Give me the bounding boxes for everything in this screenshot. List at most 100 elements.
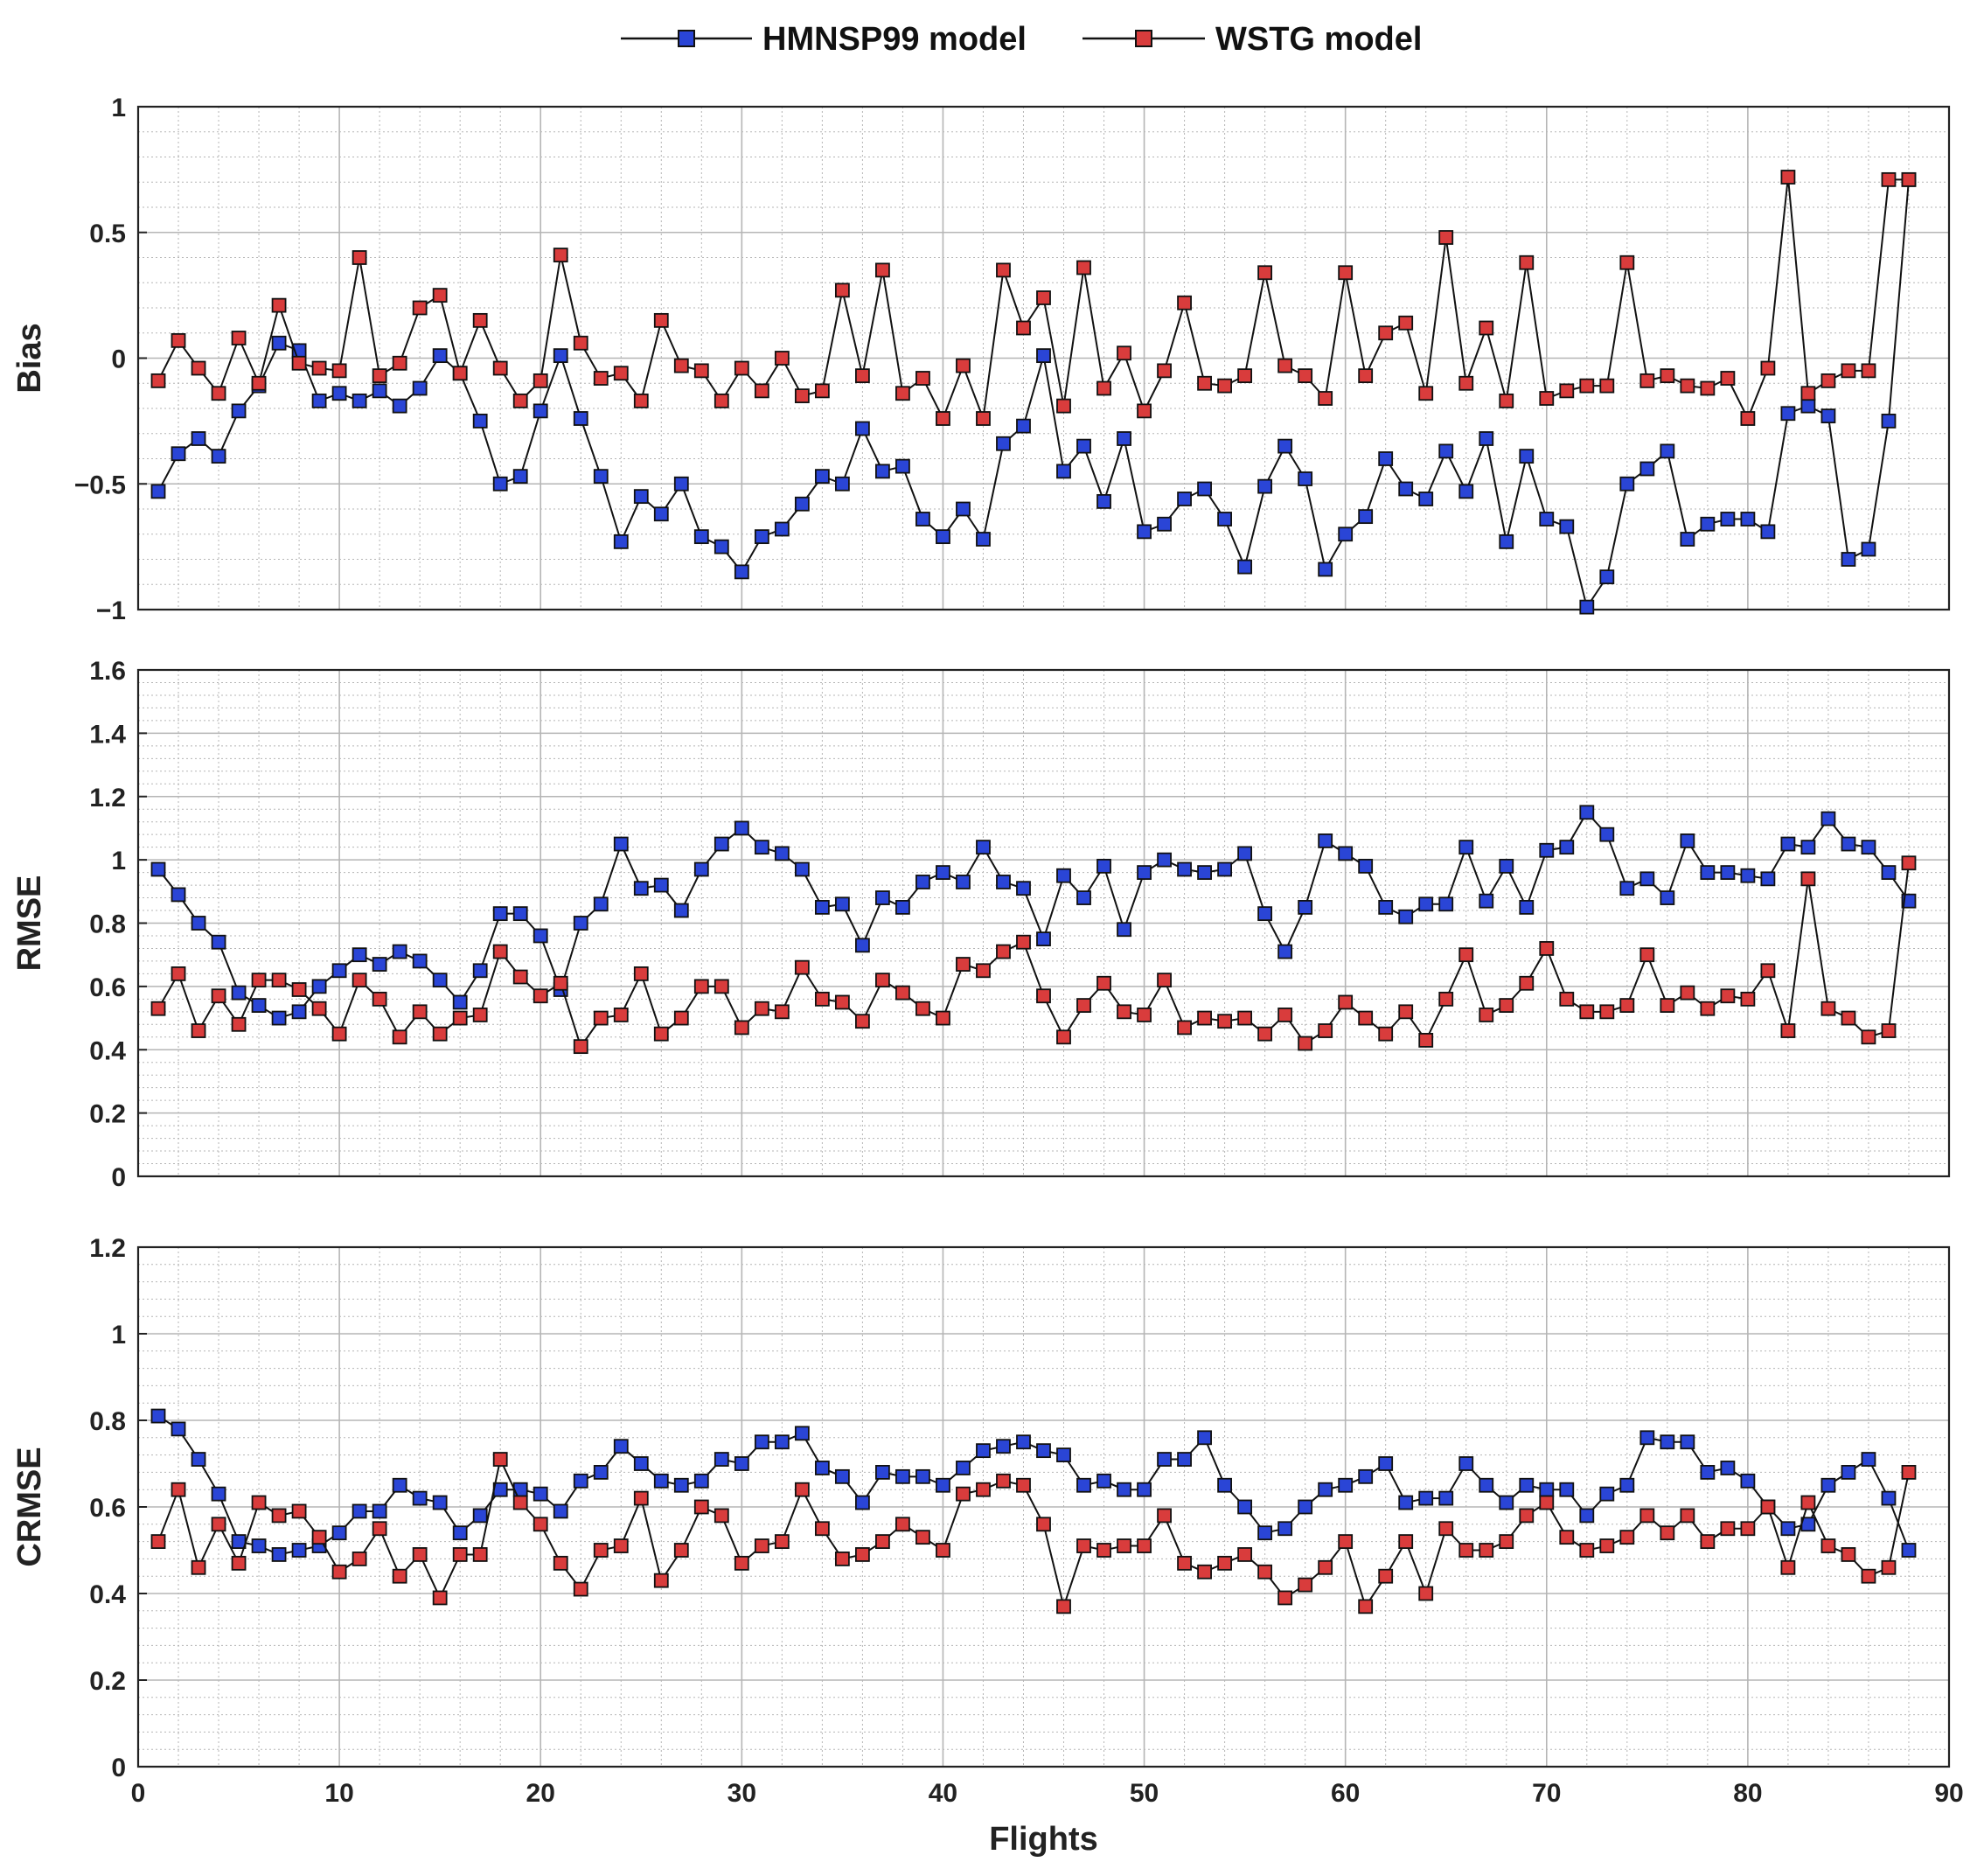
series-hmnsp99 bbox=[150, 171, 1917, 615]
data-point bbox=[814, 1521, 830, 1537]
data-point bbox=[1217, 1555, 1232, 1571]
data-point bbox=[1137, 1008, 1152, 1022]
data-point bbox=[211, 934, 226, 950]
data-point bbox=[573, 916, 588, 931]
data-point bbox=[1539, 941, 1555, 956]
data-point bbox=[653, 1026, 669, 1042]
data-point bbox=[1820, 811, 1836, 826]
data-point bbox=[1780, 1023, 1796, 1038]
data-point bbox=[976, 1443, 991, 1459]
data-point bbox=[1861, 840, 1876, 855]
data-point bbox=[956, 501, 971, 517]
data-point bbox=[271, 973, 287, 988]
data-point bbox=[372, 1503, 387, 1519]
data-point bbox=[1358, 368, 1374, 384]
data-point bbox=[814, 469, 830, 485]
y-tick-label: 0 bbox=[111, 1163, 126, 1192]
x-tick-label: 90 bbox=[1934, 1779, 1963, 1808]
data-point bbox=[1257, 478, 1273, 494]
data-point bbox=[633, 1490, 649, 1506]
data-point bbox=[331, 363, 347, 379]
data-point bbox=[1519, 1477, 1535, 1493]
data-point bbox=[1036, 348, 1051, 364]
data-point bbox=[231, 331, 247, 345]
data-point bbox=[1298, 1577, 1313, 1593]
data-point bbox=[1378, 900, 1394, 915]
data-point bbox=[794, 1426, 810, 1441]
y-tick-label: 1 bbox=[111, 1321, 126, 1349]
data-point bbox=[1438, 991, 1454, 1007]
legend-item-hmnsp99: HMNSP99 model bbox=[621, 21, 1027, 58]
series-line bbox=[157, 862, 1910, 1049]
data-point bbox=[693, 861, 709, 877]
data-point bbox=[372, 368, 387, 384]
data-point bbox=[895, 985, 910, 1001]
data-point bbox=[291, 355, 307, 371]
data-point bbox=[1559, 383, 1575, 399]
data-point bbox=[1499, 998, 1514, 1013]
data-point bbox=[895, 1517, 910, 1532]
data-point bbox=[1639, 1430, 1655, 1446]
data-point bbox=[251, 973, 267, 988]
data-point bbox=[673, 1477, 689, 1493]
data-point bbox=[1519, 975, 1535, 991]
data-point bbox=[171, 887, 186, 903]
data-point bbox=[191, 431, 206, 446]
data-point bbox=[734, 1456, 749, 1471]
data-point bbox=[1901, 855, 1917, 871]
y-axis-label: Bias bbox=[11, 323, 48, 393]
data-point bbox=[1800, 398, 1816, 414]
data-point bbox=[1820, 1538, 1836, 1553]
y-tick-label: 1.2 bbox=[89, 1234, 126, 1263]
data-point bbox=[1499, 858, 1514, 874]
data-point bbox=[412, 300, 428, 316]
panel-rmse: 1.6 1.4 1.2 1 0.8 0.6 0.4 0.2 0 RMSE bbox=[11, 657, 1951, 1192]
data-point bbox=[191, 360, 206, 376]
data-point bbox=[1298, 900, 1313, 915]
data-point bbox=[533, 928, 548, 944]
data-point bbox=[1579, 378, 1595, 394]
data-point bbox=[1780, 170, 1796, 185]
data-point bbox=[1559, 840, 1575, 855]
data-point bbox=[311, 1001, 327, 1016]
data-point bbox=[1197, 1010, 1212, 1026]
y-tick-label: 0.2 bbox=[89, 1100, 126, 1129]
data-point bbox=[412, 1004, 428, 1020]
data-point bbox=[1599, 569, 1615, 585]
y-tick-label: 1 bbox=[111, 847, 126, 875]
y-tick-label: 0.6 bbox=[89, 1494, 126, 1523]
data-point bbox=[693, 529, 709, 545]
data-point bbox=[1237, 1547, 1253, 1562]
data-point bbox=[1318, 1023, 1333, 1038]
data-point bbox=[915, 1468, 930, 1484]
data-point bbox=[1157, 852, 1172, 868]
data-point bbox=[936, 1477, 950, 1493]
data-point bbox=[392, 1568, 407, 1584]
data-point bbox=[1137, 865, 1152, 880]
data-point bbox=[291, 1004, 307, 1020]
data-point bbox=[734, 564, 749, 580]
data-point bbox=[1177, 295, 1192, 310]
data-point bbox=[1237, 1010, 1253, 1026]
data-point bbox=[1117, 1482, 1131, 1497]
data-point bbox=[593, 896, 609, 912]
data-point bbox=[834, 896, 850, 912]
data-point bbox=[553, 348, 568, 364]
data-point bbox=[271, 335, 287, 351]
data-point bbox=[1680, 1508, 1695, 1524]
data-point bbox=[875, 1534, 890, 1549]
y-tick-label: −1 bbox=[96, 596, 126, 625]
data-point bbox=[1458, 1543, 1474, 1558]
data-point bbox=[734, 1555, 749, 1571]
data-point bbox=[1680, 985, 1695, 1001]
y-tick-label: 1 bbox=[111, 94, 126, 122]
data-point bbox=[1579, 1508, 1595, 1524]
data-point bbox=[311, 1530, 327, 1545]
data-point bbox=[1338, 846, 1354, 861]
data-point bbox=[392, 398, 407, 414]
data-point bbox=[1559, 519, 1575, 534]
data-point bbox=[1519, 1508, 1535, 1524]
data-point bbox=[1036, 931, 1051, 946]
data-point bbox=[1338, 265, 1354, 281]
